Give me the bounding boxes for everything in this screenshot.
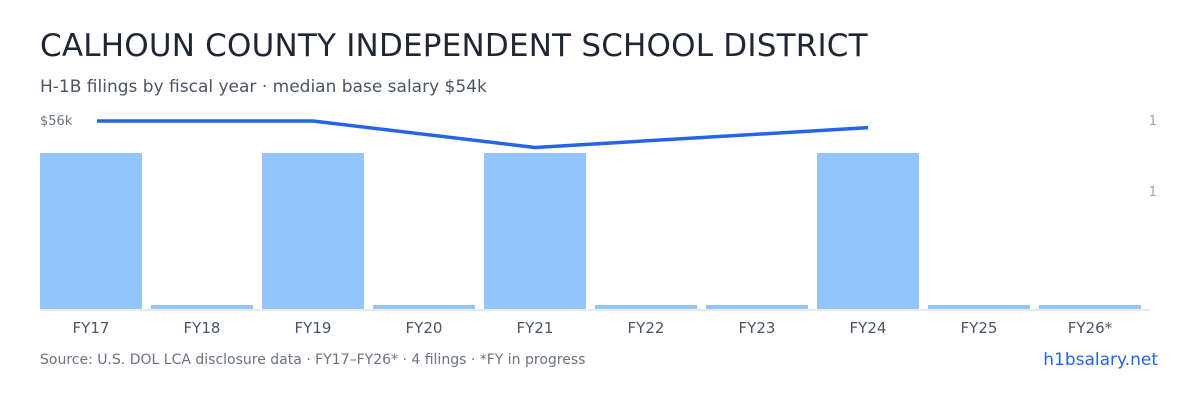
bar-fy24 [817, 153, 919, 309]
bar-fy26-partial [1039, 305, 1141, 309]
bar-fy18 [151, 305, 253, 309]
bar-fy25 [928, 305, 1030, 309]
x-tick-label: FY22 [628, 319, 665, 337]
bar-fy21 [484, 153, 586, 309]
x-tick-label: FY17 [73, 319, 110, 337]
bar-fy19 [262, 153, 364, 309]
bar-fy22 [595, 305, 697, 309]
y-right-tick-label: 1 [1149, 114, 1157, 129]
y-right-tick-label: 1 [1149, 185, 1157, 200]
y-left-tick-label: $56k [40, 114, 73, 129]
salary-line [97, 119, 869, 150]
x-tick-label: FY21 [517, 319, 554, 337]
page-title: CALHOUN COUNTY INDEPENDENT SCHOOL DISTRI… [40, 28, 868, 64]
y-right-labels-layer: 11 [1149, 114, 1157, 200]
bar-fy17 [40, 153, 142, 309]
bars-layer [40, 153, 1141, 309]
x-tick-label: FY20 [406, 319, 443, 337]
x-tick-label: FY24 [850, 319, 887, 337]
x-tick-label: FY23 [739, 319, 776, 337]
bar-fy23 [706, 305, 808, 309]
page-subtitle: H-1B filings by fiscal year · median bas… [40, 77, 487, 97]
x-tick-label: FY19 [295, 319, 332, 337]
footer-source: Source: U.S. DOL LCA disclosure data · F… [40, 352, 586, 368]
x-tick-label: FY26* [1068, 319, 1113, 337]
x-tick-label: FY25 [961, 319, 998, 337]
footer-brand-link[interactable]: h1bsalary.net [1043, 350, 1158, 370]
bar-fy20 [373, 305, 475, 309]
x-labels-layer: FY17 FY18 FY19 FY20 FY21 FY22 FY23 FY24 FY25 FY26… [73, 319, 1113, 337]
x-tick-label: FY18 [184, 319, 221, 337]
